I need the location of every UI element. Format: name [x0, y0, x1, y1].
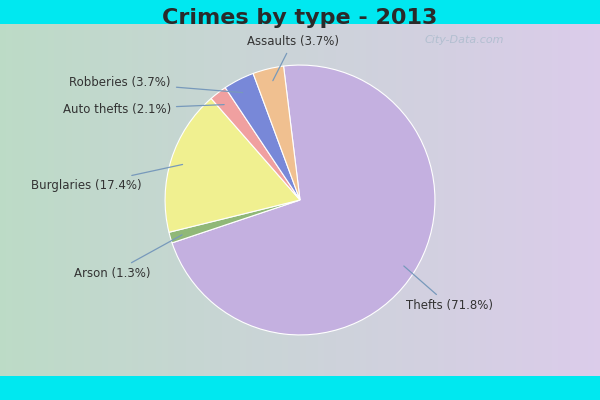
Wedge shape — [225, 74, 300, 200]
Wedge shape — [172, 65, 435, 335]
Wedge shape — [253, 66, 300, 200]
Wedge shape — [165, 98, 300, 232]
Text: Thefts (71.8%): Thefts (71.8%) — [404, 266, 493, 312]
Wedge shape — [211, 88, 300, 200]
Text: Burglaries (17.4%): Burglaries (17.4%) — [31, 164, 182, 192]
Text: Crimes by type - 2013: Crimes by type - 2013 — [163, 8, 437, 28]
Text: Assaults (3.7%): Assaults (3.7%) — [247, 35, 338, 81]
Text: Auto thefts (2.1%): Auto thefts (2.1%) — [62, 102, 224, 116]
Text: City-Data.com: City-Data.com — [425, 34, 504, 44]
Wedge shape — [169, 200, 300, 243]
Text: Robberies (3.7%): Robberies (3.7%) — [70, 76, 242, 92]
Text: Arson (1.3%): Arson (1.3%) — [74, 235, 182, 280]
